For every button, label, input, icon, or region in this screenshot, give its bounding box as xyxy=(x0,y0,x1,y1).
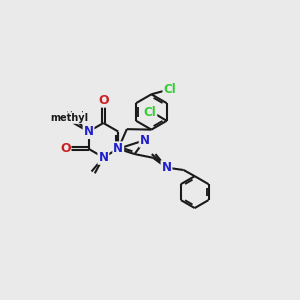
Text: N: N xyxy=(113,142,123,155)
Text: Cl: Cl xyxy=(144,106,156,119)
Text: methyl: methyl xyxy=(50,113,88,123)
Text: N: N xyxy=(98,151,108,164)
Text: O: O xyxy=(98,94,109,107)
Text: O: O xyxy=(60,142,70,155)
Text: methyl: methyl xyxy=(69,121,74,123)
Text: N: N xyxy=(83,125,94,138)
Text: N: N xyxy=(140,134,150,147)
Text: N: N xyxy=(161,161,172,174)
Text: Cl: Cl xyxy=(164,83,176,96)
Text: methyl: methyl xyxy=(52,111,84,120)
